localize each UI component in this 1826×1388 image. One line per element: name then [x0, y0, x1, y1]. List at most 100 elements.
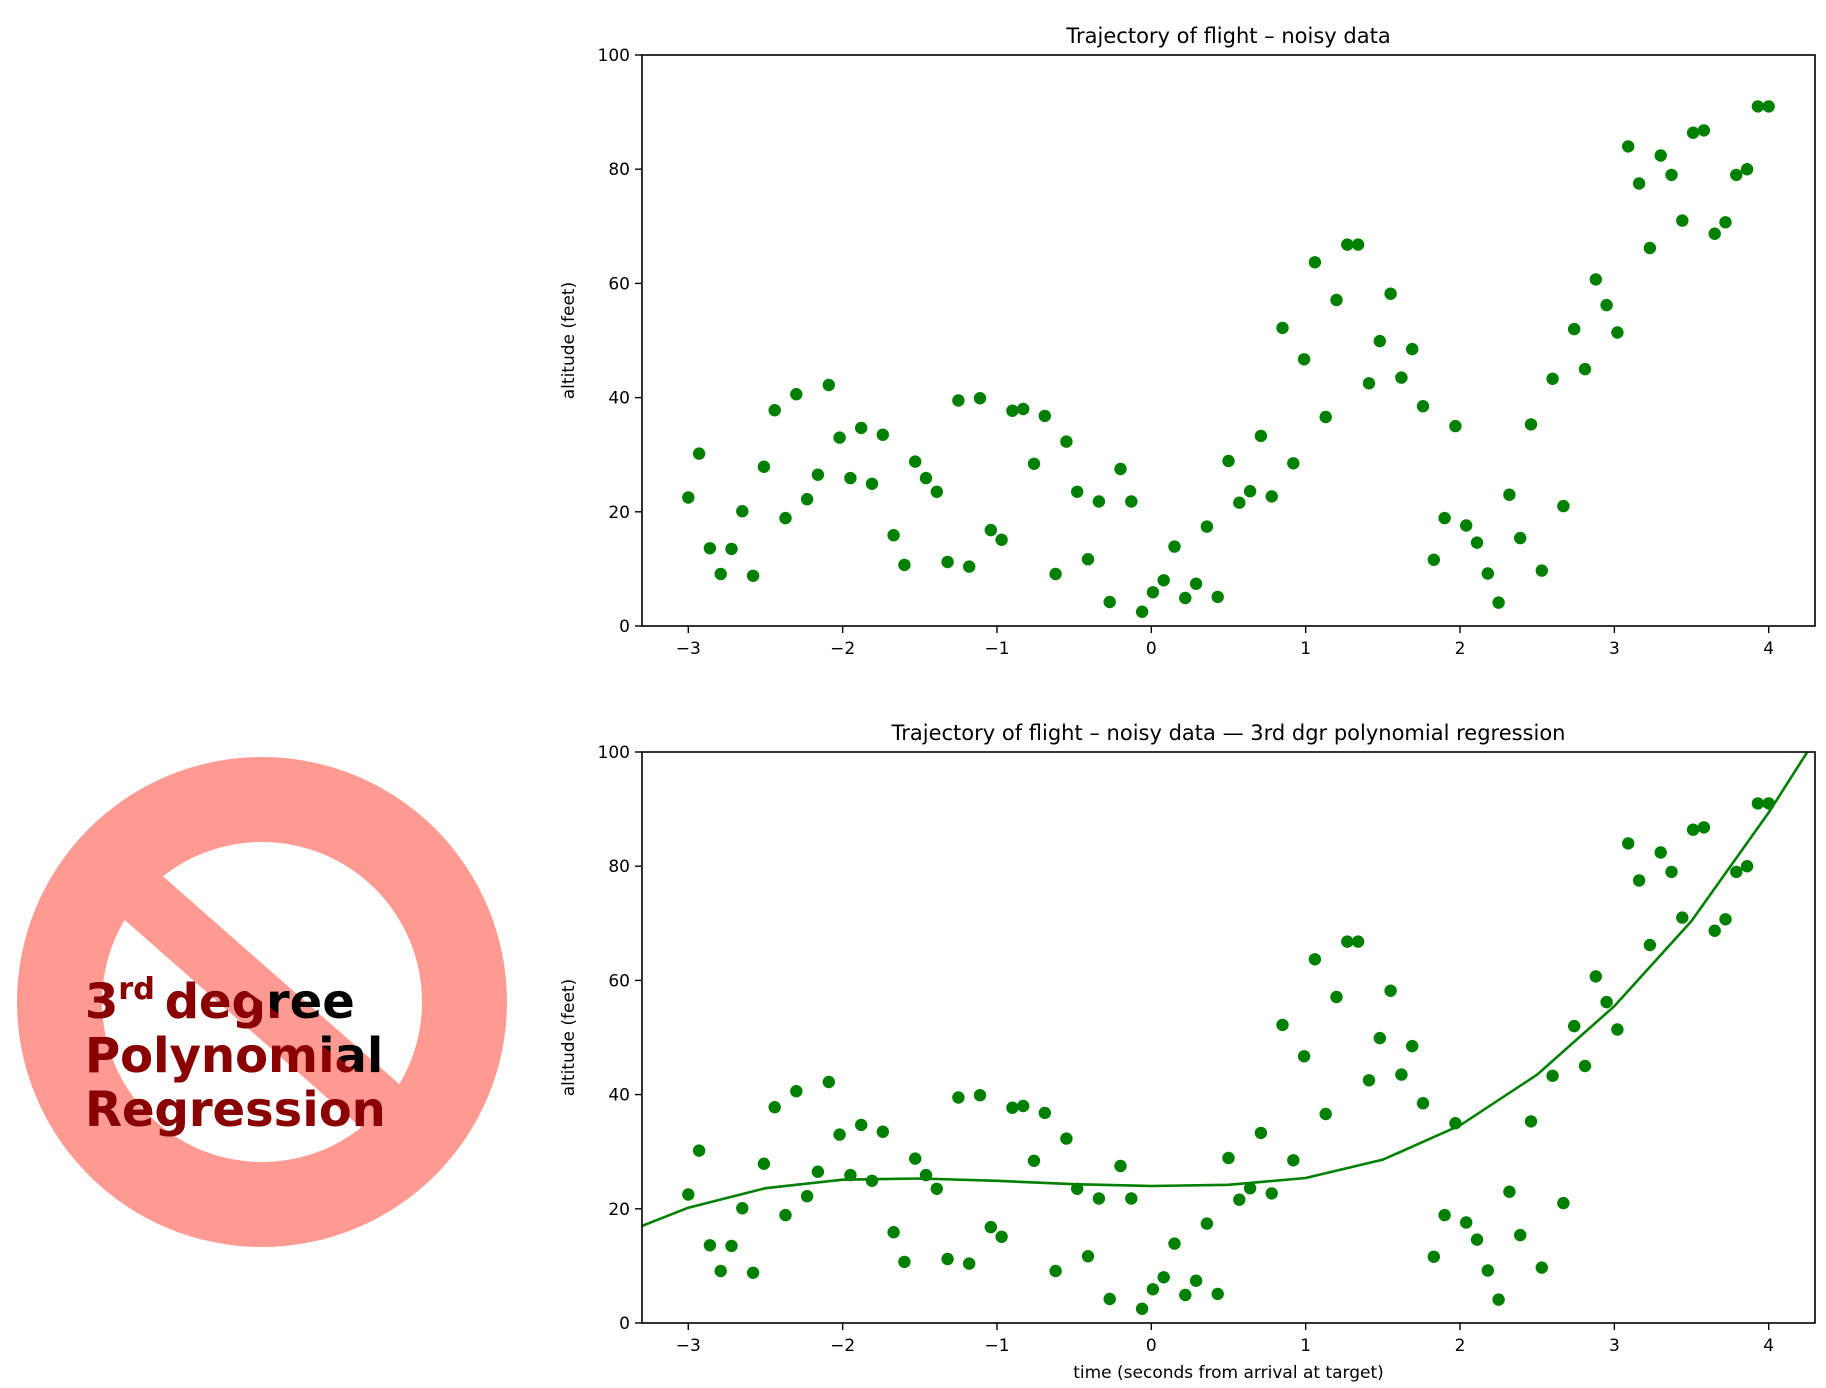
bottom-chart-y-tick-label: 0 [619, 1314, 630, 1334]
bottom-chart-point [1330, 990, 1343, 1004]
bottom-chart-point [844, 1168, 857, 1182]
bottom-chart-point [1200, 1217, 1214, 1230]
bottom-chart-point [1362, 1074, 1376, 1087]
top-chart-point [736, 505, 749, 518]
top-chart-y-axis-label: altitude (feet) [559, 282, 579, 399]
bottom-chart-point [1481, 1264, 1495, 1277]
bottom-chart-point [898, 1255, 911, 1269]
top-chart-point [1535, 564, 1549, 577]
top-chart-point [1643, 241, 1657, 255]
top-chart-x-tick-label: 2 [1455, 639, 1466, 659]
top-chart-point [1384, 287, 1397, 300]
top-chart-point [1049, 567, 1062, 581]
top-chart-point [1265, 490, 1278, 503]
bottom-chart-point [1449, 1117, 1462, 1130]
bottom-chart-point [1557, 1196, 1570, 1210]
bottom-chart-point [757, 1157, 771, 1170]
bottom-chart-point [1524, 1115, 1538, 1128]
top-chart-point [790, 388, 803, 401]
top-chart-point [833, 431, 846, 444]
top-chart-y-tick-label: 40 [608, 389, 630, 409]
top-chart-point [984, 523, 997, 537]
top-chart-point [1276, 321, 1289, 335]
top-chart-point [1211, 590, 1224, 604]
bottom-chart-point [811, 1165, 825, 1178]
bottom-chart-regression-line [642, 752, 1809, 1228]
bottom-chart-point [963, 1257, 976, 1270]
top-chart-x-tick-label: 4 [1763, 639, 1774, 659]
bottom-chart-point [1546, 1069, 1559, 1083]
top-chart-y-tick-label: 80 [608, 160, 630, 180]
top-chart-point [1751, 100, 1765, 113]
bottom-chart-point [1622, 837, 1635, 850]
bottom-chart-point [1319, 1107, 1332, 1121]
bottom-chart-point [1243, 1182, 1257, 1195]
bottom-chart-point [1168, 1237, 1181, 1250]
bottom-chart-x-tick-label: 4 [1763, 1336, 1774, 1356]
bottom-chart-point [1081, 1250, 1095, 1263]
bottom-chart-point [1578, 1059, 1592, 1073]
bottom-chart-point [1762, 797, 1775, 810]
top-chart-point [725, 542, 738, 556]
top-chart-x-tick-label: 0 [1146, 639, 1157, 659]
top-chart-point [822, 378, 835, 392]
bottom-chart-point [1535, 1261, 1549, 1274]
top-chart-x-tick-label: −1 [984, 639, 1009, 659]
top-chart-point [1460, 519, 1473, 532]
top-chart-point [1395, 371, 1408, 384]
top-chart-point [909, 455, 922, 468]
bottom-chart-point [1017, 1099, 1030, 1113]
top-chart-point [811, 468, 825, 481]
top-chart-point [1200, 520, 1214, 533]
bottom-chart-x-tick-label: 2 [1455, 1336, 1466, 1356]
top-chart-point [1006, 404, 1019, 417]
bottom-chart-x-axis-label: time (seconds from arrival at target) [1073, 1363, 1384, 1383]
top-chart-x-tick-label: −3 [676, 639, 701, 659]
top-chart-point [1492, 596, 1505, 609]
top-chart-point [1449, 419, 1462, 433]
top-chart-y-tick-label: 100 [598, 46, 630, 66]
top-chart-point [1243, 485, 1257, 498]
bottom-chart-x-tick-label: 1 [1300, 1336, 1311, 1356]
bottom-chart-y-tick-label: 20 [608, 1200, 630, 1220]
top-chart-point [1081, 553, 1095, 566]
bottom-chart-point [1719, 913, 1732, 926]
top-chart-point [1611, 326, 1624, 339]
prohibition-sign-icon [17, 757, 507, 1247]
bottom-chart-point [1341, 935, 1354, 948]
top-chart-point [1762, 100, 1775, 113]
top-chart-point [1222, 454, 1235, 468]
top-chart-point [995, 533, 1008, 546]
bottom-chart-point [855, 1118, 868, 1132]
bottom-chart-point [1135, 1302, 1149, 1315]
top-chart-point [952, 394, 965, 407]
top-chart-point [714, 567, 727, 581]
top-chart-point [1146, 586, 1160, 599]
bottom-chart-point [887, 1226, 900, 1239]
top-chart-point [919, 471, 933, 485]
top-chart-point [930, 485, 943, 498]
bottom-chart-point [1071, 1182, 1084, 1196]
bottom-chart-point [1514, 1228, 1527, 1242]
bottom-chart-point [1730, 865, 1743, 879]
bottom-chart-point [1643, 938, 1657, 952]
top-chart-point [1686, 126, 1700, 139]
bottom-chart-point [1276, 1018, 1289, 1032]
top-chart-point [1514, 531, 1527, 545]
bottom-chart-point [768, 1101, 781, 1114]
bottom-chart-point [1222, 1151, 1235, 1165]
bottom-chart-point [1049, 1264, 1062, 1278]
bottom-chart-y-axis-label: altitude (feet) [559, 979, 579, 1096]
bottom-chart-point [1308, 953, 1322, 966]
badge-line-regression-red: Regression [85, 1082, 386, 1138]
bottom-chart-point [1470, 1233, 1484, 1246]
bottom-chart-point [1125, 1192, 1138, 1205]
top-chart-point [779, 511, 792, 525]
top-chart-point [1027, 457, 1041, 470]
bottom-chart-point [1027, 1154, 1041, 1168]
top-chart-y-tick-label: 60 [608, 274, 630, 294]
top-chart-point [757, 460, 771, 473]
bottom-chart-point [1686, 823, 1700, 836]
bottom-chart-point [1103, 1292, 1116, 1306]
